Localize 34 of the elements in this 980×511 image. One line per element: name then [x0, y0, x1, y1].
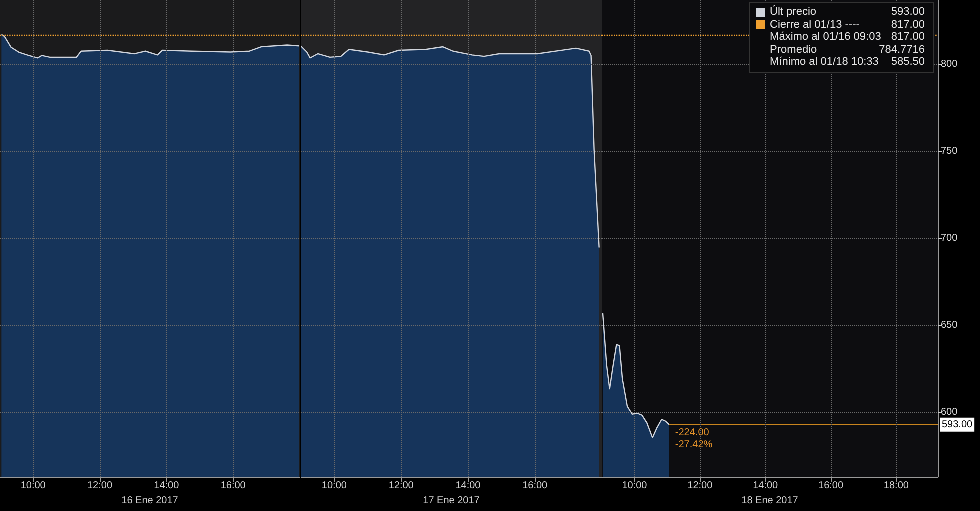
x-axis-title: 16 Ene 2017 — [122, 496, 179, 506]
y-tick-label: 750 — [941, 146, 958, 157]
x-tick-label: 16:00 — [818, 480, 844, 492]
x-tick-label: 14:00 — [154, 480, 180, 492]
annotation: Cierre al 01/13 ---- — [770, 18, 860, 31]
x-tick-label: 10:00 — [20, 480, 46, 492]
x-tick-label: 12:00 — [87, 480, 113, 492]
y-tick-label: 700 — [941, 233, 958, 244]
annotation: 817.00 — [890, 18, 925, 31]
x-tick-label: 18:00 — [884, 480, 910, 492]
y-tick-label: 650 — [941, 320, 958, 332]
y-tick-label: 600 — [941, 407, 958, 418]
x-tick-label: 12:00 — [388, 480, 414, 492]
annotation: Máximo al 01/16 09:03 — [770, 31, 882, 44]
x-tick-label: 10:00 — [322, 480, 348, 492]
x-axis-title: 18 Ene 2017 — [742, 496, 799, 506]
annotation: -224.00 — [675, 427, 710, 438]
annotation: 585.50 — [890, 56, 925, 68]
annotation: 817.00 — [890, 31, 925, 44]
legend-label: Últ precio — [770, 6, 817, 18]
x-axis-title: 17 Ene 2017 — [423, 496, 480, 506]
annotation: Promedio — [770, 44, 818, 56]
annotation: 784.7716 — [878, 44, 925, 56]
annotation: -27.42% — [675, 439, 713, 450]
x-tick-label: 12:00 — [688, 480, 714, 492]
data-label: 593.00 — [942, 419, 974, 430]
x-tick-label: 16:00 — [522, 480, 548, 492]
x-tick-label: 10:00 — [622, 480, 648, 492]
x-tick-label: 16:00 — [220, 480, 246, 492]
x-tick-label: 14:00 — [753, 480, 779, 492]
y-tick-label: 800 — [941, 58, 958, 70]
annotation: Mínimo al 01/18 10:33 — [770, 56, 879, 68]
x-tick-label: 14:00 — [456, 480, 482, 492]
annotation: 593.00 — [890, 6, 925, 18]
